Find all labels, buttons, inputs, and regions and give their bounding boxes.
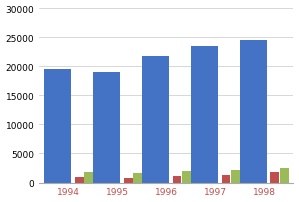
Bar [271,173,279,183]
Bar [173,177,181,183]
Bar [231,170,240,183]
Bar [44,70,71,183]
Bar [93,73,120,183]
Bar [75,178,84,183]
Bar [191,47,218,183]
Bar [124,178,132,183]
Bar [182,171,191,183]
Bar [142,57,169,183]
Bar [240,41,267,183]
Bar [222,175,230,183]
Bar [133,173,142,183]
Bar [84,173,93,183]
Bar [280,168,289,183]
